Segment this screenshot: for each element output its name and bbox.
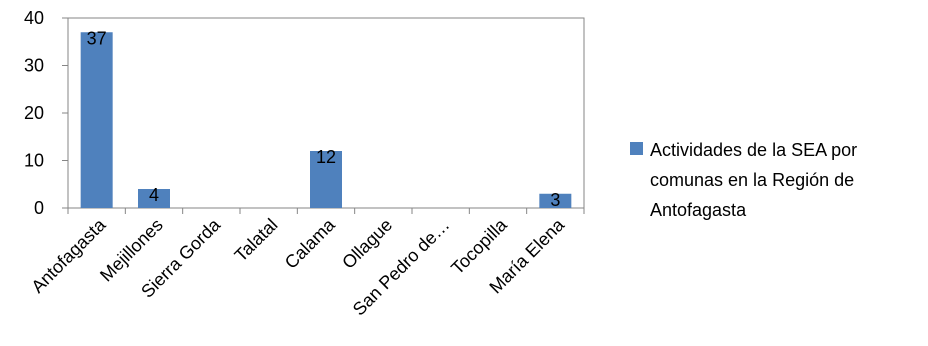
bar bbox=[539, 193, 572, 208]
bar bbox=[80, 32, 113, 208]
bar-value-label: 12 bbox=[316, 147, 336, 167]
data-labels: 37 4 12 3 bbox=[87, 28, 561, 210]
y-tick-label: 20 bbox=[24, 103, 44, 123]
y-tick-label: 10 bbox=[24, 151, 44, 171]
x-category-label: San Pedro de… bbox=[349, 215, 454, 320]
legend-label-line-1: Actividades de la SEA por bbox=[650, 140, 857, 160]
bar-value-label: 3 bbox=[550, 190, 560, 210]
legend: Actividades de la SEA por comunas en la … bbox=[630, 140, 862, 220]
x-category-label: Antofagasta bbox=[27, 214, 110, 297]
legend-label-line-3: Antofagasta bbox=[650, 200, 747, 220]
bar bbox=[138, 189, 170, 208]
legend-label-line-2: comunas en la Región de bbox=[650, 170, 854, 190]
x-category-label: Talatal bbox=[231, 215, 282, 266]
x-category-label: Ollague bbox=[338, 215, 396, 273]
x-category-label: Calama bbox=[281, 214, 340, 273]
y-tick-label: 0 bbox=[34, 198, 44, 218]
bar-value-label: 4 bbox=[149, 185, 159, 205]
y-tick-label: 40 bbox=[24, 8, 44, 28]
bar-value-label: 37 bbox=[87, 28, 107, 48]
legend-swatch bbox=[630, 142, 643, 155]
y-tick-label: 30 bbox=[24, 56, 44, 76]
bars bbox=[80, 32, 572, 208]
legend-label: Actividades de la SEA por comunas en la … bbox=[650, 140, 862, 220]
bar bbox=[310, 151, 342, 208]
